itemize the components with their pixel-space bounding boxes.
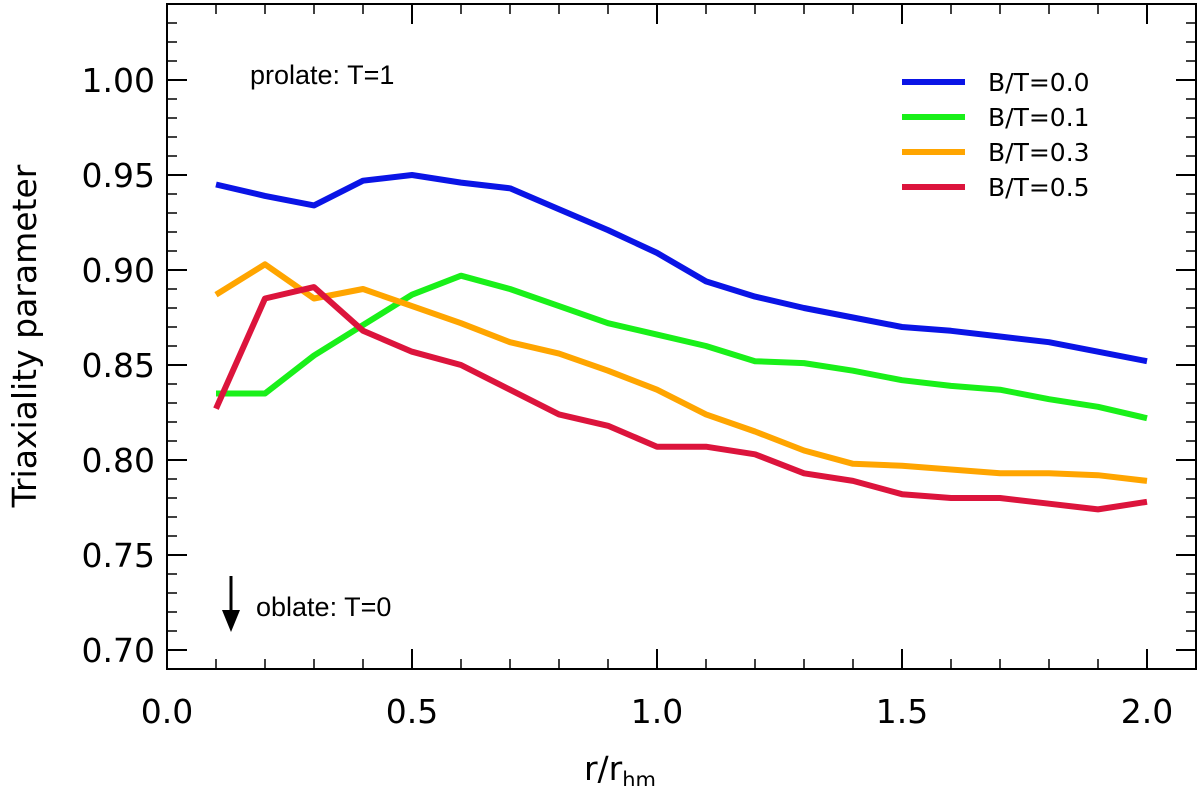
series-line-b-t-0-0 [215, 172, 1148, 365]
x-tick-label: 0.5 [386, 692, 438, 731]
x-tick-label: 1.5 [876, 692, 928, 731]
y-axis-label: Triaxiality parameter [5, 164, 44, 508]
y-tick-label: 0.90 [82, 251, 155, 290]
y-tick-label: 0.85 [82, 346, 155, 385]
x-axis-label-subscript: hm [622, 768, 656, 786]
series-line-b-t-0-1 [216, 272, 1148, 422]
x-tick-label: 2.0 [1121, 692, 1173, 731]
down-arrow-icon [222, 576, 240, 632]
legend-label-b-t-0-5: B/T=0.5 [988, 173, 1090, 202]
major-ticks [166, 4, 1196, 669]
legend: B/T=0.0 B/T=0.1 B/T=0.3 B/T=0.5 [902, 68, 1090, 202]
legend-label-b-t-0-3: B/T=0.3 [988, 138, 1090, 167]
series-line-b-t-0-5 [213, 284, 1148, 513]
x-axis-label: r/rhm [584, 749, 656, 786]
y-tick-label: 0.95 [82, 156, 155, 195]
tick-labels: 0.0 0.5 1.0 1.5 2.0 0.70 0.75 0.80 0.85 0.90 0.95 1… [82, 61, 1174, 731]
plot-frame [166, 3, 1197, 670]
series-line-b-t-0-3 [214, 261, 1148, 484]
oblate-annotation: oblate: T=0 [256, 592, 391, 622]
y-tick-label: 1.00 [82, 61, 155, 100]
y-tick-label: 0.70 [82, 631, 155, 670]
x-tick-label: 1.0 [631, 692, 683, 731]
x-tick-label: 0.0 [141, 692, 193, 731]
legend-label-b-t-0-1: B/T=0.1 [988, 103, 1090, 132]
x-axis-label-main: r/r [584, 749, 623, 786]
legend-label-b-t-0-0: B/T=0.0 [988, 68, 1090, 97]
series-lines [213, 172, 1148, 513]
y-tick-label: 0.80 [82, 441, 155, 480]
y-tick-label: 0.75 [82, 536, 155, 575]
prolate-annotation: prolate: T=1 [250, 60, 394, 90]
